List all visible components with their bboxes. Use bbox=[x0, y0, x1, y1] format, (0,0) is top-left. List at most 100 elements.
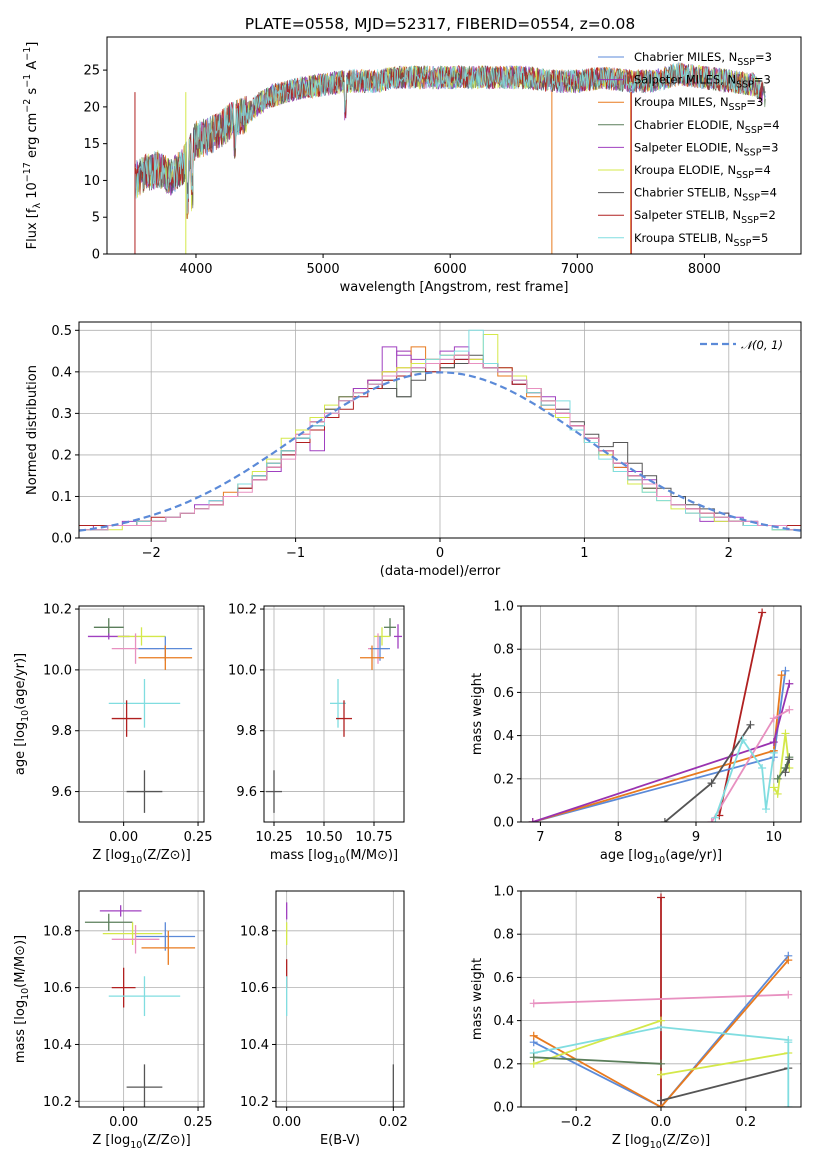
weight-marker bbox=[707, 779, 716, 788]
y-tick-label: 15 bbox=[83, 137, 100, 152]
label-part: (data-model)/error bbox=[380, 564, 501, 579]
y-tick-label: 0.4 bbox=[493, 1014, 514, 1029]
label-part: Salpeter MILES, N bbox=[634, 73, 736, 87]
axes-frame bbox=[520, 890, 802, 1108]
y-tick-label: 10.0 bbox=[228, 663, 257, 678]
label-part: log bbox=[633, 848, 653, 863]
label-part: Chabrier ELODIE, N bbox=[634, 118, 745, 132]
x-tick-label: 6000 bbox=[434, 262, 467, 277]
panel-age-vs-Z: 0.00 0.259.69.810.010.2Z [log10(Z/Z⊙)]age… bbox=[13, 603, 213, 866]
weight-marker bbox=[785, 705, 794, 714]
x-axis-label: wavelength [Angstrom, rest frame] bbox=[340, 280, 569, 295]
weight-marker bbox=[784, 1038, 793, 1047]
label-part: 10 bbox=[25, 182, 40, 203]
x-tick-label: 10 bbox=[766, 830, 783, 845]
label-part: −17 bbox=[22, 162, 33, 182]
weight-marker bbox=[781, 666, 790, 675]
label-part: SSP bbox=[736, 80, 754, 91]
x-tick-label: 0 bbox=[436, 546, 444, 561]
x-tick-label: 10.50 bbox=[305, 830, 342, 845]
x-tick-label: 4000 bbox=[179, 262, 212, 277]
x-tick-label: 5000 bbox=[307, 262, 340, 277]
weight-marker bbox=[769, 738, 778, 747]
x-axis-label: age [log10(age/yr)] bbox=[600, 848, 722, 866]
weight-marker bbox=[769, 714, 778, 723]
label-part: Kroupa ELODIE, N bbox=[634, 163, 736, 177]
y-axis-label: age [log10(age/yr)] bbox=[13, 653, 31, 775]
label-part: 10 bbox=[650, 1140, 662, 1151]
weight-marker bbox=[529, 1053, 538, 1062]
label-part: Salpeter ELODIE, N bbox=[634, 140, 744, 154]
legend-label: Kroupa STELIB, NSSP=5 bbox=[634, 231, 768, 249]
axes-frame bbox=[106, 36, 802, 255]
legend-label: Kroupa ELODIE, NSSP=4 bbox=[634, 163, 771, 181]
x-tick-label: 0.00 bbox=[272, 1115, 301, 1130]
plot-area-residuals bbox=[79, 329, 801, 538]
y-tick-label: 10.6 bbox=[43, 981, 72, 996]
y-tick-label: 10.8 bbox=[43, 924, 72, 939]
x-tick-label: −1 bbox=[286, 546, 305, 561]
x-tick-label: 9 bbox=[692, 830, 700, 845]
x-tick-label: 0.00 bbox=[109, 830, 138, 845]
label-part: λ bbox=[32, 203, 43, 209]
legend-label: Salpeter ELODIE, NSSP=3 bbox=[634, 140, 778, 158]
y-tick-label: 20 bbox=[83, 100, 100, 115]
weight-line bbox=[533, 1019, 662, 1065]
label-part: SSP bbox=[734, 238, 752, 249]
weight-line bbox=[718, 612, 763, 816]
label-part: 10 bbox=[20, 988, 31, 1000]
weight-marker bbox=[769, 748, 778, 757]
y-tick-label: 0.5 bbox=[51, 324, 72, 339]
label-part: Z [ bbox=[612, 1133, 630, 1148]
label-part: SSP bbox=[737, 57, 755, 68]
label-part: mass weight bbox=[470, 673, 485, 755]
x-tick-label: 0.0 bbox=[651, 1115, 672, 1130]
label-part: (M/M⊙)] bbox=[13, 935, 28, 988]
label-part: 10 bbox=[653, 855, 665, 866]
x-tick-label: −0.2 bbox=[560, 1115, 592, 1130]
y-tick-label: 10.8 bbox=[240, 924, 269, 939]
figure-title: PLATE=0558, MJD=52317, FIBERID=0554, z=0… bbox=[245, 15, 635, 33]
label-part: E(B-V) bbox=[320, 1133, 360, 1148]
y-tick-label: 25 bbox=[83, 64, 100, 79]
legend-label: Kroupa MILES, NSSP=3 bbox=[634, 95, 763, 113]
y-axis-label: Flux [fλ 10−17 erg cm−2 s−1 A−1] bbox=[22, 42, 43, 250]
label-part: =2 bbox=[759, 208, 776, 222]
label-part: log bbox=[110, 1133, 130, 1148]
label-part: =4 bbox=[760, 186, 777, 200]
weight-marker bbox=[785, 679, 794, 688]
y-tick-label: 0.6 bbox=[493, 686, 514, 701]
weight-marker bbox=[528, 818, 537, 822]
y-tick-label: 5 bbox=[92, 211, 100, 226]
axes-frame bbox=[263, 605, 405, 823]
y-axis-label: mass [log10(M/M⊙)] bbox=[13, 935, 31, 1063]
label-part: SSP bbox=[744, 147, 762, 158]
label-part: age [ bbox=[600, 848, 633, 863]
y-tick-label: 0.1 bbox=[51, 490, 72, 505]
label-part: Flux [f bbox=[25, 208, 40, 249]
y-tick-label: 9.8 bbox=[236, 724, 257, 739]
label-part: 10 bbox=[130, 855, 142, 866]
x-tick-label: 0.25 bbox=[184, 830, 213, 845]
weight-marker bbox=[529, 999, 538, 1008]
label-part: 10 bbox=[333, 855, 345, 866]
x-tick-label: −2 bbox=[142, 546, 161, 561]
weight-marker bbox=[711, 813, 720, 822]
histogram-series bbox=[79, 354, 801, 538]
weight-line bbox=[533, 1056, 662, 1065]
axes-frame bbox=[78, 321, 802, 539]
y-axis-label: Normed distribution bbox=[25, 365, 40, 495]
y-tick-label: 0.6 bbox=[493, 971, 514, 986]
weight-marker bbox=[784, 1103, 793, 1107]
label-part: Chabrier MILES, N bbox=[634, 50, 737, 64]
x-axis-label: Z [log10(Z/Z⊙)] bbox=[612, 1133, 710, 1151]
label-part: erg cm bbox=[25, 113, 40, 162]
y-tick-label: 0.2 bbox=[493, 1057, 514, 1072]
x-axis-label: (data-model)/error bbox=[380, 564, 501, 579]
label-part: (Z/Z⊙)] bbox=[142, 848, 190, 863]
x-tick-label: 1 bbox=[580, 546, 588, 561]
y-tick-label: 9.6 bbox=[236, 785, 257, 800]
legend-label: Chabrier STELIB, NSSP=4 bbox=[634, 186, 777, 204]
